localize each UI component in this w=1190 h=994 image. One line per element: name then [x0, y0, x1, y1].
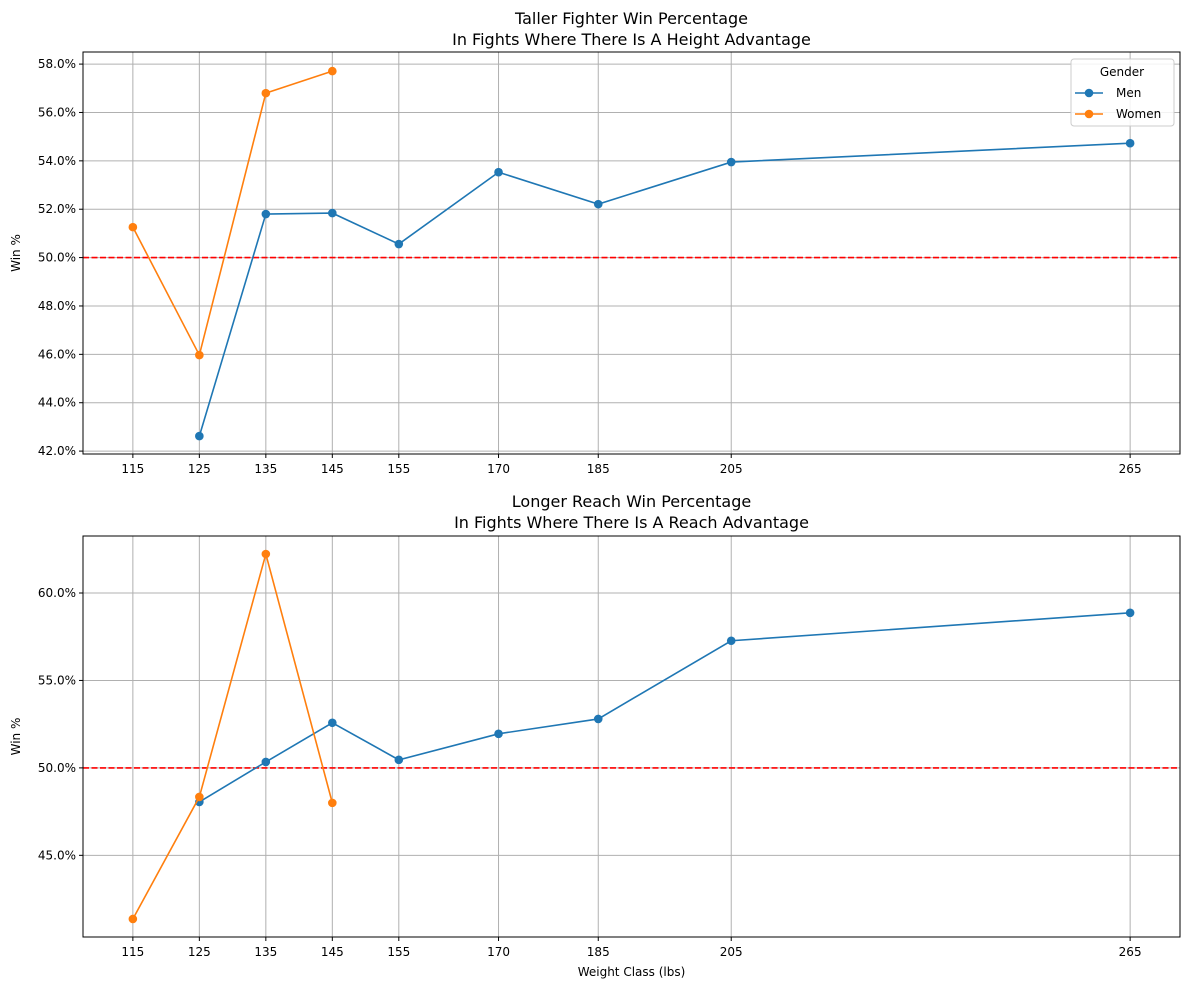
x-tick-label: 185	[587, 462, 610, 476]
data-point-women	[128, 222, 138, 232]
y-tick-label: 48.0%	[38, 299, 76, 313]
chart-title: Longer Reach Win Percentage	[512, 492, 751, 511]
chart-1: Taller Fighter Win Percentage In Fights W…	[9, 9, 1181, 476]
data-point-women	[128, 914, 138, 924]
y-tick-label: 55.0%	[38, 673, 76, 687]
y-tick-label: 50.0%	[38, 761, 76, 775]
data-point-men	[726, 157, 736, 167]
axes-frame	[82, 535, 1181, 938]
y-axis-label: Win %	[9, 234, 23, 272]
data-point-men	[1125, 138, 1135, 148]
data-point-women	[328, 66, 337, 76]
y-tick-label: 54.0%	[38, 154, 76, 168]
y-tick-label: 42.0%	[38, 444, 76, 458]
data-point-men	[394, 239, 404, 249]
x-tick-label: 115	[121, 945, 144, 959]
data-point-men	[494, 167, 503, 177]
chart-2: Longer Reach Win Percentage In Fights Whe…	[9, 492, 1181, 979]
series-line-women	[132, 70, 333, 358]
x-tick-label: 205	[720, 462, 743, 476]
y-tick-label: 56.0%	[38, 105, 76, 119]
x-tick-label: 155	[387, 945, 410, 959]
data-point-men	[328, 718, 337, 728]
legend-marker-women	[1084, 109, 1094, 119]
data-point-women	[195, 792, 204, 802]
legend-label-women: Women	[1116, 107, 1161, 121]
legend-label-men: Men	[1116, 86, 1141, 100]
data-point-men	[261, 757, 271, 767]
y-tick-label: 58.0%	[38, 57, 76, 71]
x-axis-label: Weight Class (lbs)	[578, 965, 686, 979]
y-tick-label: 50.0%	[38, 251, 76, 265]
chart-title: Taller Fighter Win Percentage	[514, 9, 748, 28]
data-point-men	[1125, 608, 1135, 618]
x-tick-label: 265	[1119, 945, 1142, 959]
data-point-men	[328, 208, 337, 218]
data-point-men	[593, 199, 603, 209]
x-tick-label: 145	[321, 462, 344, 476]
legend: Gender Men Women	[1070, 58, 1175, 127]
x-tick-label: 115	[121, 462, 144, 476]
data-point-women	[261, 88, 271, 98]
data-point-men	[593, 714, 603, 724]
y-axis-label: Win %	[9, 718, 23, 756]
x-tick-label: 265	[1119, 462, 1142, 476]
x-tick-label: 125	[188, 945, 211, 959]
y-tick-label: 60.0%	[38, 586, 76, 600]
axes-frame	[82, 51, 1181, 455]
x-tick-label: 135	[254, 462, 277, 476]
y-tick-label: 52.0%	[38, 202, 76, 216]
data-point-women	[261, 549, 271, 559]
series-line-women	[132, 550, 334, 920]
y-tick-label: 44.0%	[38, 396, 76, 410]
data-point-men	[261, 209, 271, 219]
y-tick-label: 46.0%	[38, 347, 76, 361]
y-tick-label: 45.0%	[38, 848, 76, 862]
legend-title: Gender	[1100, 65, 1144, 79]
x-tick-label: 170	[487, 462, 510, 476]
series-line-men	[198, 611, 1131, 803]
chart-subtitle: In Fights Where There Is A Reach Advanta…	[454, 513, 809, 532]
data-point-women	[328, 798, 337, 808]
chart-subtitle: In Fights Where There Is A Height Advant…	[452, 30, 811, 49]
x-tick-label: 155	[387, 462, 410, 476]
x-tick-label: 145	[321, 945, 344, 959]
data-point-men	[494, 729, 503, 739]
data-point-women	[195, 350, 204, 360]
x-tick-label: 170	[487, 945, 510, 959]
data-point-men	[394, 755, 404, 765]
x-tick-label: 135	[254, 945, 277, 959]
data-point-men	[195, 431, 204, 441]
x-tick-label: 205	[720, 945, 743, 959]
series-line-men	[198, 142, 1131, 437]
data-point-men	[726, 636, 736, 646]
x-tick-label: 125	[188, 462, 211, 476]
x-tick-label: 185	[587, 945, 610, 959]
legend-marker-men	[1084, 88, 1094, 98]
legend-box	[1070, 58, 1175, 127]
